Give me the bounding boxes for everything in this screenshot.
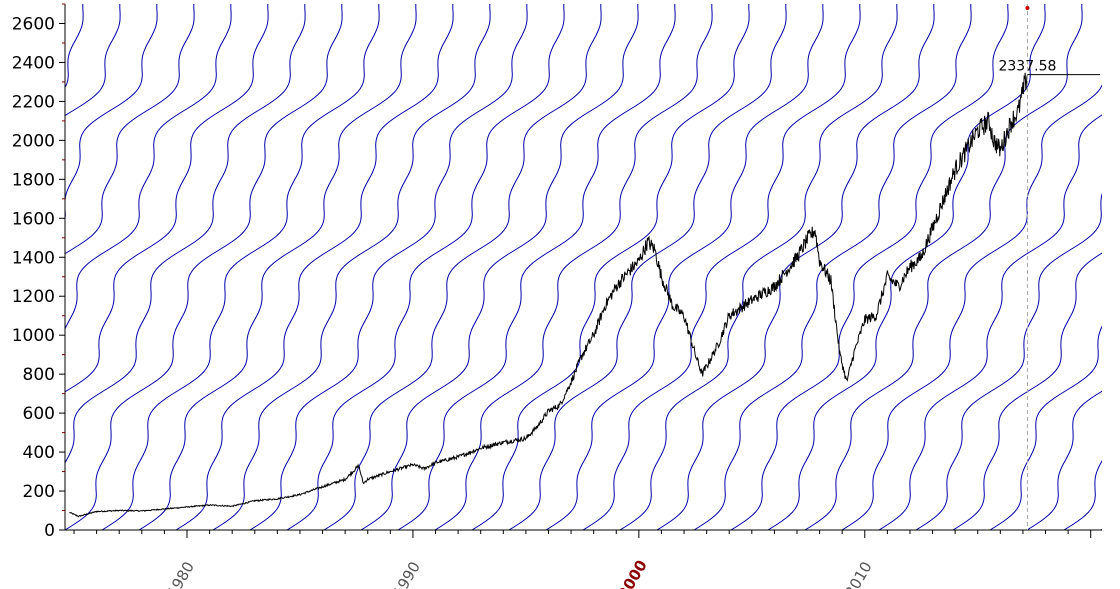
series [69, 72, 1028, 518]
y-ticks: 0 200 400 600 800 1000 1200 1400 1600 1800 2000 220… [12, 3, 65, 541]
x-tick-label: 2000 [614, 557, 650, 589]
y-tick-label: 200 [23, 482, 55, 502]
overlay-curve [656, 4, 935, 530]
overlay-curve [693, 4, 972, 530]
overlay-curve [65, 4, 121, 117]
overlay-curve [175, 4, 454, 530]
overlay-curve [65, 4, 232, 331]
overlay-curve [65, 4, 269, 393]
y-tick-label: 1400 [12, 248, 55, 268]
x-tick-label: 2010 [841, 558, 876, 589]
y-tick-label: 2200 [12, 92, 55, 112]
overlay-curve [65, 4, 158, 222]
overlay-curve [286, 4, 565, 530]
y-tick-label: 2400 [12, 53, 55, 73]
overlay-curve [360, 4, 639, 530]
overlay-curve [1100, 528, 1102, 530]
overlay-curve [65, 4, 195, 255]
overlay-curve [1026, 390, 1102, 530]
overlay-curve [730, 4, 1009, 530]
overlay-curve [249, 4, 528, 530]
y-tick-label: 0 [44, 521, 55, 541]
overlay-curve [138, 4, 417, 530]
overlay-curve [915, 192, 1102, 530]
y-tick-label: 1200 [12, 287, 55, 307]
y-tick-label: 600 [23, 404, 55, 424]
overlay-curve [65, 4, 306, 464]
overlay-curve [878, 114, 1102, 530]
y-tick-label: 2600 [12, 14, 55, 34]
marker-dot [1025, 6, 1030, 10]
overlay-curve [65, 4, 343, 530]
overlay-curve [989, 325, 1102, 530]
overlay-curve [767, 4, 1046, 530]
overlay-curve [1063, 459, 1102, 530]
x-tick-label: 1980 [163, 558, 198, 589]
overlay-curve [619, 4, 898, 530]
overlay-curve [841, 84, 1102, 530]
annotations: 2337.58 [998, 4, 1100, 530]
y-tick-label: 1000 [12, 326, 55, 346]
overlay-curve [952, 252, 1102, 530]
overlay-curve [65, 4, 84, 89]
overlay-curve [545, 4, 824, 530]
y-tick-label: 800 [23, 365, 55, 385]
series-line [69, 72, 1028, 518]
y-tick-label: 400 [23, 443, 55, 463]
last-value-label: 2337.58 [998, 59, 1056, 75]
x-tick-label: 1990 [389, 558, 424, 589]
overlay-curves [65, 4, 1102, 530]
axes [64, 4, 1102, 531]
overlay-curve [508, 4, 787, 530]
x-ticks: 1980 1990 2000 2010 [73, 530, 1092, 589]
y-tick-label: 1600 [12, 209, 55, 229]
overlay-curve [101, 4, 380, 530]
y-tick-label: 1800 [12, 170, 55, 190]
overlay-curve [212, 4, 491, 530]
overlay-curve [323, 4, 602, 530]
overlay-curve [804, 4, 1083, 530]
y-tick-label: 2000 [12, 131, 55, 151]
overlay-curve [397, 4, 676, 530]
overlay-curve [434, 4, 713, 530]
overlay-curve [471, 4, 750, 530]
overlay-curve [582, 4, 861, 530]
